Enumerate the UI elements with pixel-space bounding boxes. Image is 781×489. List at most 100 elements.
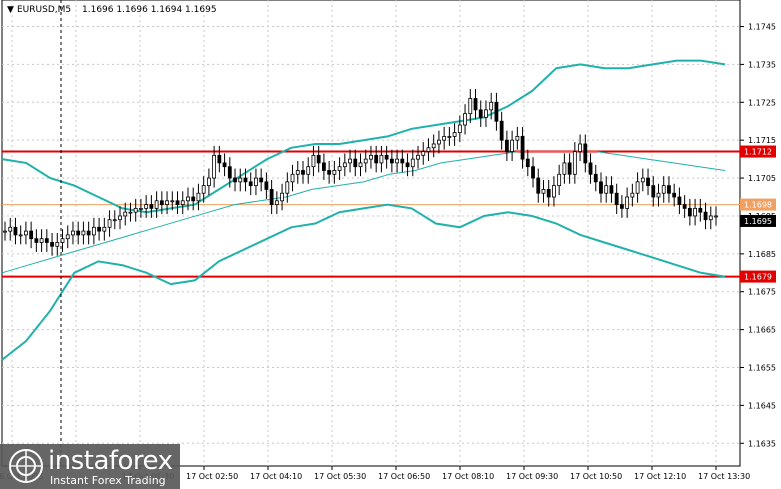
candle-body	[290, 173, 295, 183]
candle	[604, 176, 609, 203]
candle	[374, 145, 379, 173]
candle-body	[34, 238, 39, 243]
candle	[609, 176, 614, 203]
x-tick-label: 17 Oct 12:10	[634, 472, 686, 481]
candle	[29, 221, 34, 249]
candle	[348, 149, 352, 173]
chart-grid	[1, 0, 741, 467]
candle	[86, 221, 91, 245]
candle	[18, 225, 23, 245]
symbol-label: EURUSD,M5	[17, 5, 71, 15]
candle-body	[389, 158, 394, 164]
candle	[463, 104, 467, 135]
candle-body	[520, 135, 525, 160]
candle	[206, 168, 211, 196]
candle-body	[97, 226, 102, 232]
candle-body	[708, 215, 713, 221]
candle	[201, 176, 206, 203]
candle-body	[259, 177, 264, 183]
candle-body	[348, 158, 352, 164]
candle-body	[599, 181, 603, 194]
candle-body	[180, 200, 185, 205]
candle-body	[625, 196, 630, 209]
candle-body	[128, 211, 133, 214]
candle-body	[222, 162, 227, 168]
candle-body	[395, 158, 399, 164]
candle-body	[640, 177, 645, 183]
candle	[280, 183, 284, 211]
candle	[295, 161, 300, 184]
candle	[254, 168, 258, 196]
candle-body	[635, 181, 640, 194]
candle-body	[206, 177, 211, 187]
y-tick-label: 1.1685	[748, 250, 776, 259]
candle-body	[667, 185, 671, 194]
x-tick-label: 17 Oct 09:30	[506, 472, 558, 481]
bid-price-tag	[740, 198, 776, 211]
current-price-label: 1.1695	[744, 217, 772, 226]
candle-body	[531, 166, 535, 179]
candle	[97, 217, 102, 241]
candle	[34, 229, 39, 252]
candle	[630, 183, 635, 207]
candle-body	[504, 139, 509, 152]
instaforex-logo: instaforex Instant Forex Trading	[0, 444, 180, 489]
candle-body	[567, 162, 572, 175]
candle-body	[484, 109, 488, 118]
candle	[337, 157, 342, 180]
y-tick-label: 1.1645	[748, 401, 776, 410]
candle	[102, 217, 107, 241]
candle	[452, 123, 457, 146]
candle-body	[431, 143, 436, 149]
candle	[557, 164, 562, 196]
candle	[165, 191, 169, 215]
candle-body	[463, 113, 467, 126]
candle-body	[515, 135, 520, 141]
candle	[306, 157, 311, 184]
candle-body	[619, 204, 624, 209]
candle-body	[196, 192, 201, 202]
candle-body	[139, 207, 143, 210]
candle-body	[76, 230, 81, 236]
candle-body	[311, 154, 316, 168]
candle-body	[201, 185, 206, 194]
candle-body	[473, 98, 478, 111]
candle-body	[159, 200, 164, 205]
candles	[3, 89, 718, 256]
candle-body	[447, 135, 452, 138]
candle	[44, 229, 49, 252]
candle	[442, 126, 447, 150]
candle	[118, 206, 122, 230]
candle-body	[191, 196, 196, 202]
candle-body	[217, 154, 222, 164]
candle	[546, 179, 551, 207]
candle-body	[572, 151, 577, 175]
candle-body	[525, 158, 530, 168]
candle	[473, 89, 478, 120]
candle-body	[24, 230, 28, 236]
candle	[170, 191, 175, 211]
chart-header: ▼ EURUSD,M5 1.1696 1.1696 1.1694 1.1695	[7, 5, 217, 15]
candle	[437, 130, 441, 154]
candle	[541, 179, 546, 203]
instaforex-mark-icon	[9, 449, 43, 483]
candle	[248, 172, 253, 196]
candle	[196, 183, 201, 211]
candle	[358, 153, 363, 177]
candle	[567, 153, 572, 184]
candle-body	[661, 185, 666, 194]
candle	[301, 161, 305, 184]
candle-body	[646, 177, 650, 187]
candle-body	[327, 170, 332, 175]
candle	[154, 191, 159, 218]
candle-body	[238, 177, 243, 183]
candle-body	[44, 238, 49, 243]
candle-body	[102, 226, 107, 232]
candle	[327, 161, 332, 184]
level-price-label: 1.1712	[744, 148, 772, 157]
candle-body	[421, 151, 426, 156]
candle	[175, 191, 180, 215]
candle	[416, 145, 420, 169]
level-price-tag	[740, 145, 776, 158]
candle	[269, 179, 274, 215]
